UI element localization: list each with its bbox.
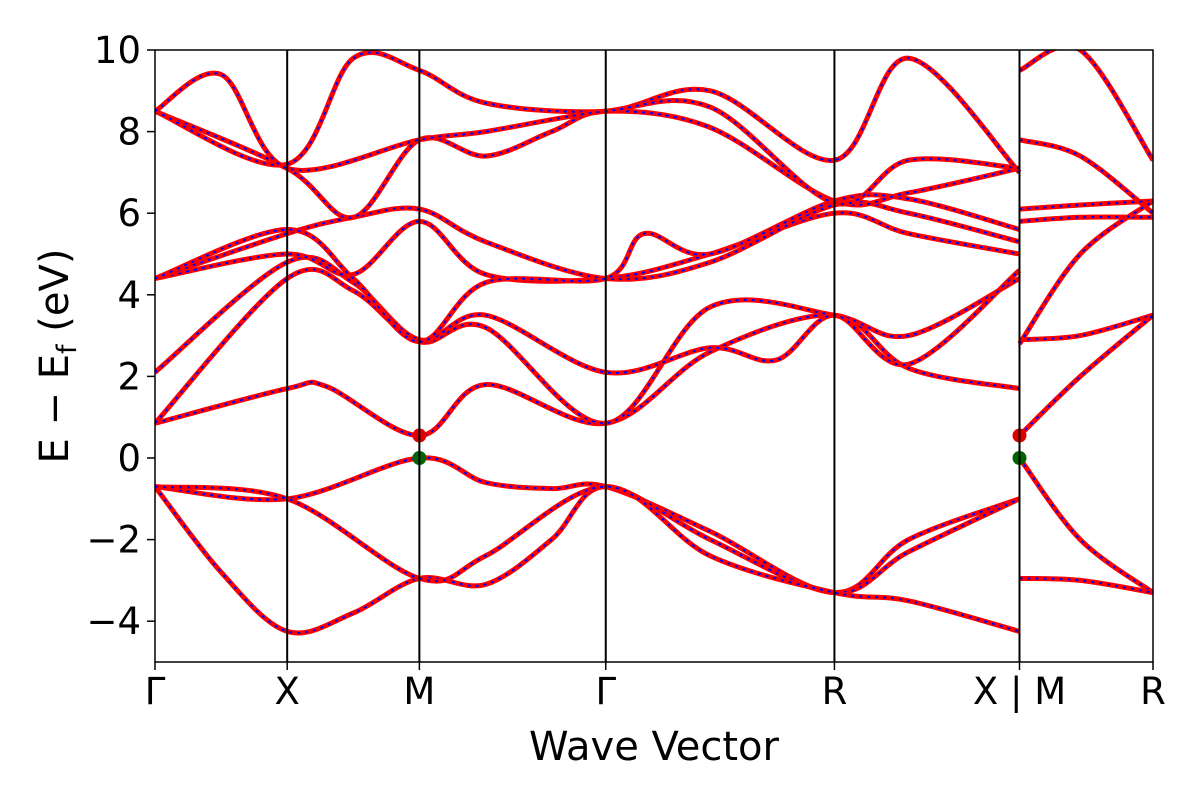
band-line-overlay-17: [1019, 314, 1153, 341]
band-line-overlay-11: [155, 51, 1021, 174]
y-tick-label: 10: [94, 29, 141, 72]
plot-frame: [154, 49, 1154, 663]
band-line-16: [1019, 214, 1153, 224]
band-line-17: [1019, 312, 1153, 343]
band-line-overlay-8: [155, 201, 1020, 281]
y-axis-title-main: E − E: [32, 354, 78, 464]
y-tick-label: −2: [86, 519, 141, 562]
x-tick-label: X: [275, 670, 300, 713]
y-axis-title: E − Ef (eV): [32, 249, 83, 464]
band-line-overlay-9: [155, 193, 1020, 343]
band-line-7: [155, 210, 1020, 284]
band-line-2: [155, 484, 1021, 636]
band-line-overlay-18: [1018, 200, 1153, 345]
band-line-overlay-12: [155, 72, 1020, 206]
x-tick-label: X | M: [973, 670, 1066, 713]
band-line-8: [155, 199, 1021, 282]
x-ticks: Γ X M Γ R X | M R: [145, 662, 1166, 713]
x-tick-label: R: [1140, 670, 1166, 713]
x-tick-label: Γ: [595, 670, 616, 713]
y-axis-title-unit: (eV): [32, 249, 78, 345]
y-tick-label: −4: [86, 600, 141, 643]
band-line-overlay-7: [155, 211, 1020, 283]
band-line-1: [155, 455, 1021, 596]
y-tick-label: 4: [117, 274, 141, 317]
band-line-overlay-1: [155, 456, 1020, 594]
x-axis-title: Wave Vector: [529, 724, 780, 770]
band-line-overlay-5: [155, 268, 1020, 425]
band-line-3: [155, 484, 1021, 634]
band-line-overlay-6: [155, 256, 1021, 375]
band-line-overlay-13: [1019, 50, 1153, 161]
x-tick-label: R: [822, 670, 848, 713]
band-line-overlay-4: [155, 314, 1020, 437]
band-line-19: [1017, 313, 1153, 438]
y-tick-label: 6: [117, 192, 141, 235]
y-tick-label: 8: [117, 111, 141, 154]
band-line-9: [155, 192, 1021, 345]
y-tick-label: 0: [117, 437, 141, 480]
plot-area: [155, 50, 1153, 636]
band-line-20: [1017, 456, 1153, 595]
x-tick-label: Γ: [145, 670, 166, 713]
y-tick-label: 2: [117, 355, 141, 398]
band-line-21: [1019, 575, 1153, 596]
kpath-lines: [286, 50, 1021, 662]
band-line-overlay-20: [1018, 457, 1153, 594]
band-line-overlay-3: [155, 485, 1020, 633]
band-line-5: [155, 266, 1021, 426]
y-ticks: −4 −2 0 2 4 6 8 10: [86, 29, 155, 643]
y-axis-title-subscript: f: [52, 343, 83, 354]
band-line-overlay-10: [155, 110, 1020, 219]
band-line-overlay-2: [155, 485, 1020, 634]
x-tick-label: M: [403, 670, 435, 713]
band-line-12: [155, 70, 1020, 207]
band-line-15: [1019, 198, 1153, 212]
